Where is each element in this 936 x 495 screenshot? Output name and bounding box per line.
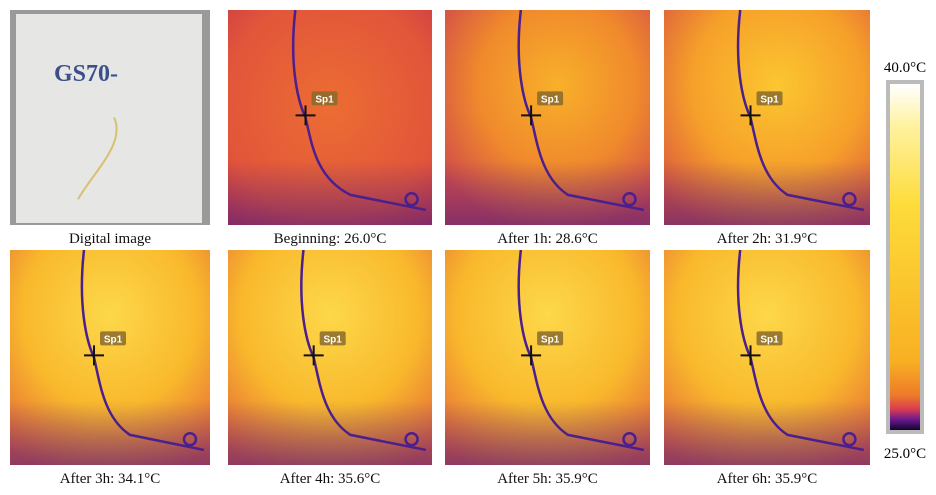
spot-label: Sp1 xyxy=(315,94,334,105)
colorbar-min-label: 25.0°C xyxy=(884,446,926,462)
board-text: GS70- xyxy=(54,61,118,87)
spot-label-box xyxy=(319,331,346,346)
panel: GS70- Digital image xyxy=(10,10,210,247)
colorbar-scale xyxy=(890,84,920,430)
spot-label: Sp1 xyxy=(104,334,123,345)
spot-label: Sp1 xyxy=(541,94,560,105)
wire-loop xyxy=(404,431,419,447)
spot-label-box xyxy=(100,331,126,346)
wire-loop xyxy=(842,191,857,207)
cable xyxy=(77,117,118,200)
thermal-shade xyxy=(228,10,432,225)
spot-label: Sp1 xyxy=(760,334,779,345)
caption: Digital image xyxy=(69,231,151,247)
panel: Sp1 After 6h: 35.9°C xyxy=(664,249,870,487)
caption: Beginning: 26.0°C xyxy=(274,231,387,247)
caption: After 5h: 35.9°C xyxy=(497,471,598,487)
wire-loop xyxy=(182,431,198,447)
thermal-shade xyxy=(10,250,210,465)
colorbar: 40.0°C 25.0°C xyxy=(884,60,926,462)
thermal-shade xyxy=(445,250,650,465)
thermal-shade xyxy=(664,10,870,225)
panel: Sp1 After 2h: 31.9°C xyxy=(664,9,870,247)
caption: After 3h: 34.1°C xyxy=(60,471,161,487)
spot-label-box xyxy=(756,331,783,346)
wire-loop xyxy=(842,431,857,447)
spot-label: Sp1 xyxy=(541,334,560,345)
caption: After 6h: 35.9°C xyxy=(717,471,818,487)
panel: Sp1 After 3h: 34.1°C xyxy=(10,249,210,487)
panel: Sp1 After 4h: 35.6°C xyxy=(228,249,432,487)
wire-loop xyxy=(622,191,637,207)
spot-label: Sp1 xyxy=(324,334,343,345)
caption: After 2h: 31.9°C xyxy=(717,231,818,247)
spot-label-box xyxy=(537,91,564,106)
caption: After 4h: 35.6°C xyxy=(280,471,381,487)
wire-loop xyxy=(622,431,637,447)
panel: Sp1 After 5h: 35.9°C xyxy=(445,249,650,487)
wire-loop xyxy=(404,191,419,207)
thermal-shade xyxy=(228,250,432,465)
panel: Sp1 Beginning: 26.0°C xyxy=(228,9,432,247)
thermal-shade xyxy=(445,10,650,225)
board xyxy=(16,14,202,223)
panel: Sp1 After 1h: 28.6°C xyxy=(445,9,650,247)
spot-label-box xyxy=(311,91,338,106)
spot-label-box xyxy=(537,331,564,346)
spot-label-box xyxy=(756,91,783,106)
thermal-shade xyxy=(664,250,870,465)
colorbar-max-label: 40.0°C xyxy=(884,60,926,76)
spot-label: Sp1 xyxy=(760,94,779,105)
caption: After 1h: 28.6°C xyxy=(497,231,598,247)
